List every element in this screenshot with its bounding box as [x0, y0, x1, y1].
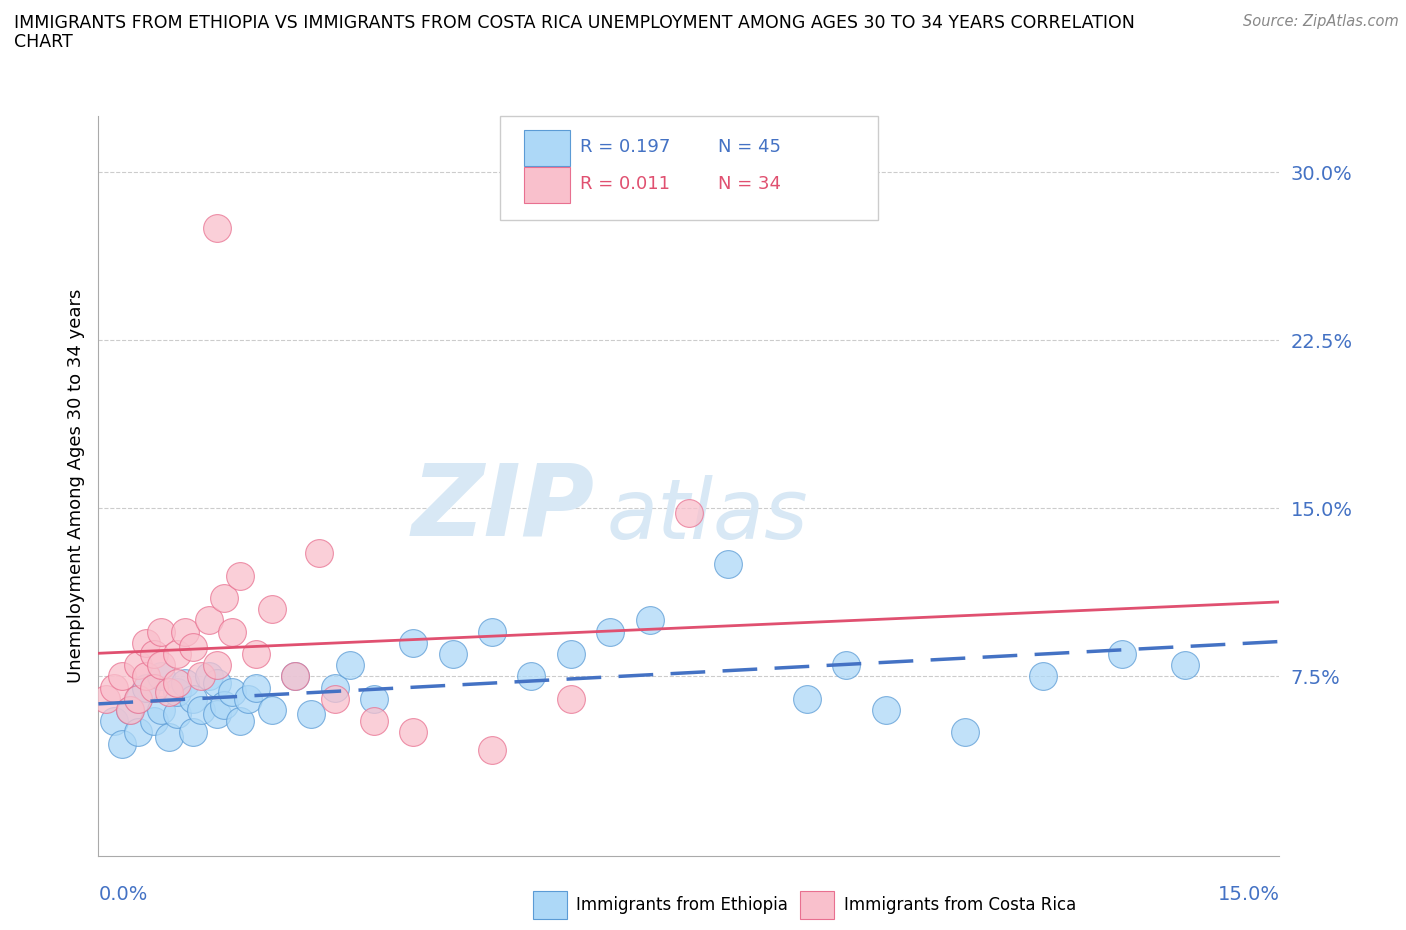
Point [560, 646, 582, 661]
Point [205, 707, 228, 722]
Point [181, 725, 204, 740]
Point [284, 669, 307, 684]
Point [221, 624, 243, 639]
Point [150, 658, 173, 672]
Point [1174, 658, 1197, 672]
Point [142, 680, 165, 695]
Point [953, 725, 976, 740]
Point [157, 729, 180, 744]
Point [1111, 646, 1133, 661]
Text: N = 34: N = 34 [718, 175, 782, 193]
FancyBboxPatch shape [523, 166, 569, 203]
Point [197, 613, 219, 628]
Point [111, 737, 134, 751]
Point [205, 220, 228, 235]
Point [363, 713, 385, 728]
Point [142, 646, 165, 661]
Point [127, 725, 149, 740]
Text: R = 0.197: R = 0.197 [581, 139, 671, 156]
Point [190, 702, 212, 717]
Point [135, 669, 157, 684]
Point [166, 684, 188, 699]
Y-axis label: Unemployment Among Ages 30 to 34 years: Unemployment Among Ages 30 to 34 years [66, 288, 84, 684]
Point [481, 624, 503, 639]
Point [221, 684, 243, 699]
Point [190, 669, 212, 684]
Point [214, 591, 236, 605]
Point [1032, 669, 1054, 684]
Point [875, 702, 897, 717]
Point [402, 635, 425, 650]
Point [174, 624, 197, 639]
Point [260, 602, 283, 617]
Text: Immigrants from Costa Rica: Immigrants from Costa Rica [844, 896, 1076, 914]
Text: CHART: CHART [14, 33, 73, 50]
Point [308, 546, 330, 561]
Point [520, 669, 543, 684]
Point [638, 613, 661, 628]
Point [166, 707, 188, 722]
Point [96, 691, 118, 706]
Text: 15.0%: 15.0% [1218, 885, 1279, 904]
Point [118, 702, 141, 717]
Point [127, 691, 149, 706]
FancyBboxPatch shape [501, 116, 877, 219]
Point [441, 646, 464, 661]
Point [245, 646, 267, 661]
Point [339, 658, 361, 672]
Point [599, 624, 621, 639]
Point [103, 680, 125, 695]
Point [157, 684, 180, 699]
Point [111, 669, 134, 684]
Point [181, 691, 204, 706]
Point [205, 675, 228, 690]
Point [103, 713, 125, 728]
Point [150, 702, 173, 717]
Point [284, 669, 307, 684]
Point [260, 702, 283, 717]
Point [481, 743, 503, 758]
Text: IMMIGRANTS FROM ETHIOPIA VS IMMIGRANTS FROM COSTA RICA UNEMPLOYMENT AMONG AGES 3: IMMIGRANTS FROM ETHIOPIA VS IMMIGRANTS F… [14, 14, 1135, 32]
Point [127, 658, 149, 672]
Point [678, 505, 700, 520]
Point [118, 702, 141, 717]
Point [402, 725, 425, 740]
Point [166, 675, 188, 690]
Point [229, 568, 252, 583]
Point [796, 691, 818, 706]
Text: 0.0%: 0.0% [98, 885, 148, 904]
Point [214, 698, 236, 713]
Text: ZIP: ZIP [412, 459, 595, 557]
FancyBboxPatch shape [523, 129, 569, 166]
Point [205, 658, 228, 672]
Point [229, 713, 252, 728]
Point [166, 646, 188, 661]
Point [560, 691, 582, 706]
Text: Immigrants from Ethiopia: Immigrants from Ethiopia [576, 896, 789, 914]
Point [323, 691, 346, 706]
Point [717, 557, 740, 572]
Point [236, 691, 259, 706]
Point [181, 640, 204, 655]
Point [150, 624, 173, 639]
Text: N = 45: N = 45 [718, 139, 782, 156]
Point [245, 680, 267, 695]
Point [323, 680, 346, 695]
Point [299, 707, 322, 722]
Point [150, 669, 173, 684]
Point [135, 635, 157, 650]
Point [363, 691, 385, 706]
Text: Source: ZipAtlas.com: Source: ZipAtlas.com [1243, 14, 1399, 29]
Point [197, 669, 219, 684]
Point [127, 691, 149, 706]
Point [142, 713, 165, 728]
Point [174, 675, 197, 690]
Text: atlas: atlas [606, 475, 808, 556]
Text: R = 0.011: R = 0.011 [581, 175, 671, 193]
Point [835, 658, 858, 672]
Point [135, 680, 157, 695]
